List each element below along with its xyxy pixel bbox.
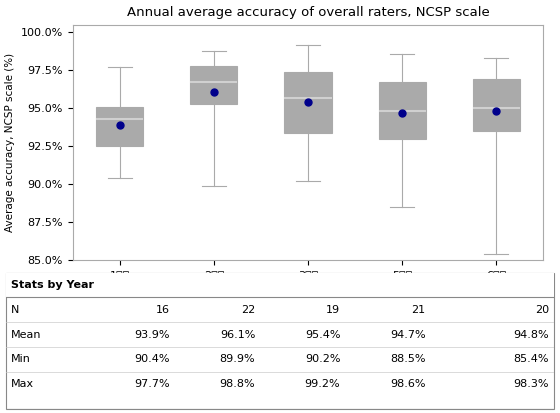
- Text: Max: Max: [11, 379, 34, 389]
- Text: 20: 20: [535, 305, 549, 315]
- Text: 90.4%: 90.4%: [135, 354, 170, 364]
- Text: 85.4%: 85.4%: [514, 354, 549, 364]
- PathPatch shape: [379, 83, 426, 139]
- Text: 21: 21: [411, 305, 426, 315]
- Text: 95.4%: 95.4%: [305, 330, 340, 339]
- Text: 94.7%: 94.7%: [390, 330, 426, 339]
- Text: Mean: Mean: [11, 330, 41, 339]
- PathPatch shape: [96, 107, 143, 146]
- Y-axis label: Average accuracy, NCSP scale (%): Average accuracy, NCSP scale (%): [5, 53, 15, 232]
- PathPatch shape: [284, 72, 332, 133]
- Text: Min: Min: [11, 354, 31, 364]
- Text: 93.9%: 93.9%: [135, 330, 170, 339]
- X-axis label: year: year: [296, 285, 320, 295]
- Text: 94.8%: 94.8%: [514, 330, 549, 339]
- Text: 98.3%: 98.3%: [514, 379, 549, 389]
- Text: 97.7%: 97.7%: [134, 379, 170, 389]
- Title: Annual average accuracy of overall raters, NCSP scale: Annual average accuracy of overall rater…: [127, 7, 489, 19]
- Text: 22: 22: [241, 305, 255, 315]
- Text: 89.9%: 89.9%: [220, 354, 255, 364]
- Text: 16: 16: [156, 305, 170, 315]
- PathPatch shape: [190, 66, 237, 104]
- Text: 96.1%: 96.1%: [220, 330, 255, 339]
- Text: 99.2%: 99.2%: [305, 379, 340, 389]
- Text: 19: 19: [326, 305, 340, 315]
- Text: 88.5%: 88.5%: [390, 354, 426, 364]
- Text: 98.8%: 98.8%: [220, 379, 255, 389]
- Bar: [6, 273, 554, 297]
- PathPatch shape: [473, 79, 520, 131]
- Text: 98.6%: 98.6%: [390, 379, 426, 389]
- Text: N: N: [11, 305, 20, 315]
- Text: Stats by Year: Stats by Year: [11, 280, 94, 290]
- Text: 90.2%: 90.2%: [305, 354, 340, 364]
